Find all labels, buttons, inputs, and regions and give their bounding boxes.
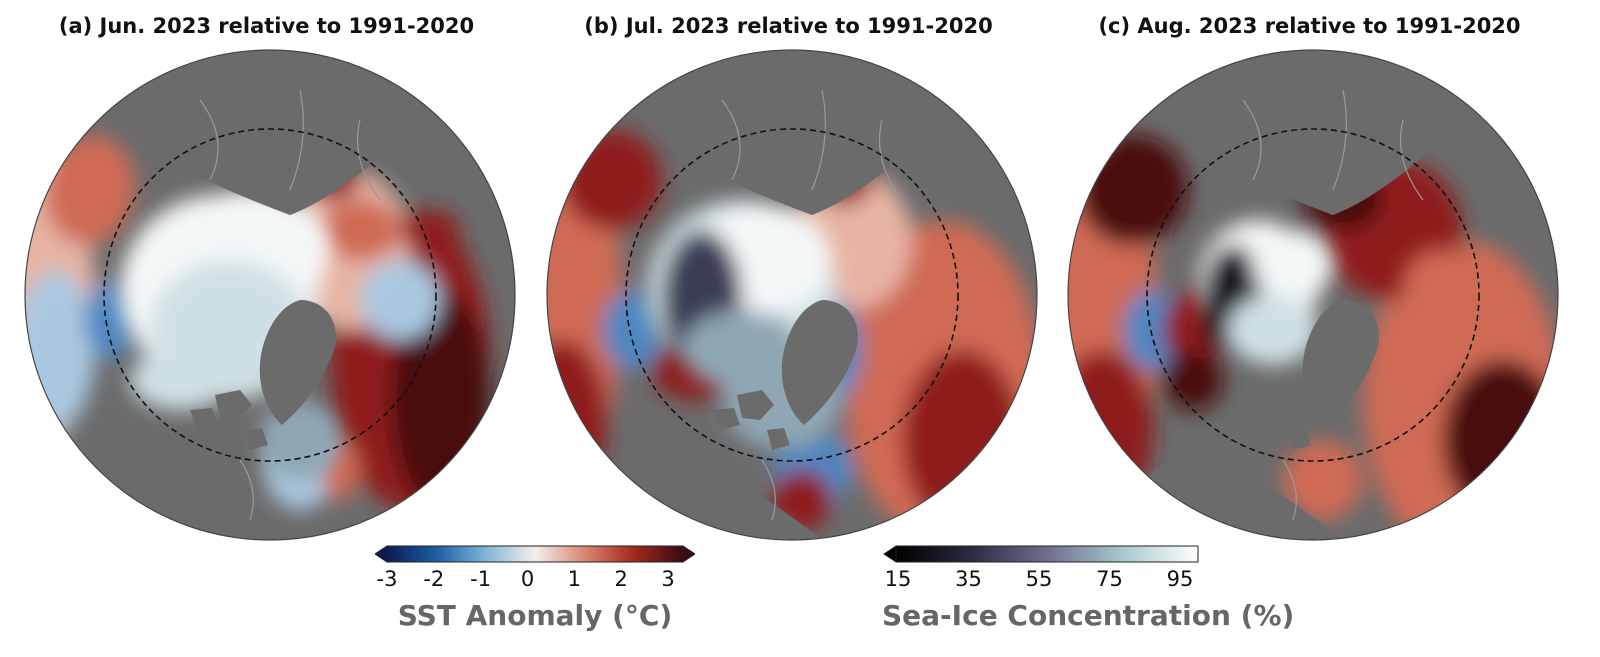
- panel-c: (c) Aug. 2023 relative to 1991-2020: [1043, 0, 1576, 560]
- coastline: [721, 89, 903, 521]
- sea-ice-region: [1228, 295, 1318, 365]
- sea-ice-layer: [647, 200, 842, 450]
- sst-anomaly-region: [1163, 350, 1223, 410]
- sst-colorbar-ticks: -3 -2 -1 0 1 2 3: [375, 567, 695, 591]
- greenland-landmass: [259, 300, 336, 425]
- sst-colorbar-tick: -3: [376, 567, 398, 591]
- ice-colorbar-bar: [883, 545, 1199, 563]
- ice-colorbar-tick: 15: [884, 567, 912, 591]
- coastline: [1242, 89, 1424, 521]
- arctic-circle-line: [625, 128, 959, 462]
- panel-a-map: [24, 49, 516, 541]
- panel-b-title: (b) Jul. 2023 relative to 1991-2020: [584, 14, 993, 38]
- map-layers: [547, 50, 1037, 540]
- sst-colorbar-label: SST Anomaly (°C): [397, 599, 673, 632]
- ice-colorbar-tick: 55: [1025, 567, 1053, 591]
- sst-anomaly-region: [44, 135, 136, 245]
- arctic-archipelago: [1233, 390, 1311, 450]
- sea-ice-layer: [1198, 220, 1333, 365]
- panel-b: (b) Jul. 2023 relative to 1991-2020: [522, 0, 1055, 560]
- panel-c-map: [1067, 49, 1559, 541]
- panel-a-title: (a) Jun. 2023 relative to 1991-2020: [58, 14, 475, 38]
- sst-anomaly-region: [320, 200, 400, 260]
- ice-colorbar-tick: 75: [1096, 567, 1123, 591]
- sea-ice-region: [682, 310, 802, 390]
- sst-anomaly-region: [902, 350, 1022, 530]
- map-border: [546, 49, 1038, 541]
- sst-colorbar-bar: [375, 545, 695, 563]
- sst-anomaly-region: [1443, 360, 1558, 520]
- ice-colorbar-tick: 95: [1166, 567, 1194, 591]
- ice-colorbar-tick: 35: [955, 567, 982, 591]
- sea-ice-region: [130, 350, 230, 410]
- sst-anomaly-region: [25, 270, 95, 430]
- greenland-landmass: [1302, 300, 1379, 425]
- arctic-circle-line: [1146, 128, 1480, 462]
- panel-a: (a) Jun. 2023 relative to 1991-2020: [0, 0, 533, 560]
- greenland-landmass: [781, 300, 858, 425]
- eurasia-landmass: [1193, 52, 1463, 215]
- map-layers: [1068, 50, 1558, 540]
- eurasia-landmass: [672, 52, 942, 215]
- sst-colorbar-tick: 3: [661, 567, 675, 591]
- panel-c-title: (c) Aug. 2023 relative to 1991-2020: [1098, 14, 1521, 38]
- eurasia-landmass: [150, 52, 420, 215]
- sst-anomaly-region: [1068, 350, 1153, 510]
- sst-anomaly-region: [1403, 250, 1483, 330]
- map-border: [24, 49, 516, 541]
- ice-colorbar: 15 35 55 75 95 Sea-Ice Concentration (%): [882, 545, 1295, 657]
- sst-colorbar-tick: -1: [470, 567, 492, 591]
- sst-colorbar-tick: 1: [567, 567, 582, 591]
- sst-anomaly-region: [602, 290, 662, 370]
- sst-anomaly-region: [360, 260, 440, 340]
- ice-colorbar-label: Sea-Ice Concentration (%): [882, 599, 1295, 632]
- arctic-archipelago: [190, 390, 268, 450]
- arctic-circle-line: [103, 128, 437, 462]
- ice-colorbar-ticks: 15 35 55 75 95: [882, 567, 1202, 591]
- sst-colorbar-tick: -2: [423, 567, 445, 591]
- coastline: [199, 89, 381, 521]
- panel-b-map: [546, 49, 1038, 541]
- sst-anomaly-region: [400, 210, 460, 250]
- map-border: [1067, 49, 1559, 541]
- arctic-archipelago: [712, 390, 790, 450]
- map-layers: [25, 50, 515, 540]
- sea-ice-region: [1253, 230, 1333, 300]
- sst-colorbar-tick: 0: [520, 567, 535, 591]
- sst-colorbar-tick: 2: [614, 567, 628, 591]
- sst-colorbar: -3 -2 -1 0 1 2 3 SST Anomaly (°C): [375, 545, 695, 657]
